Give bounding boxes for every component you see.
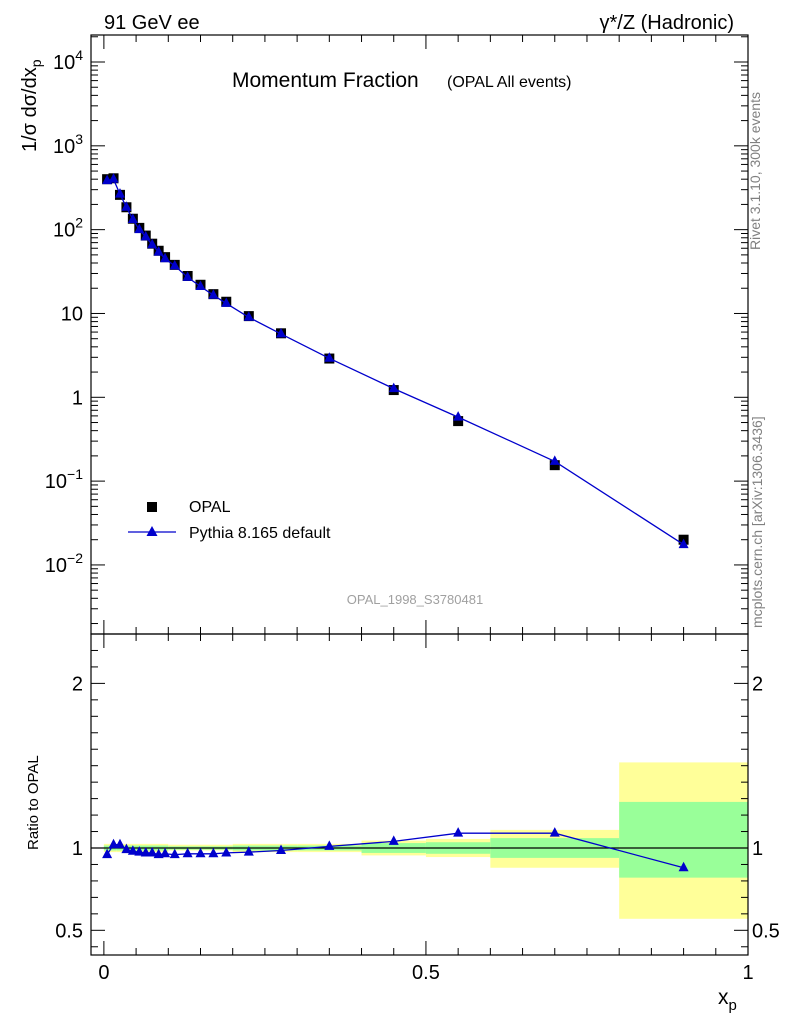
- mc-point: [147, 238, 158, 249]
- mc-point: [549, 455, 560, 465]
- ratio-mc-point: [453, 827, 464, 837]
- y-tick-label-base: 10: [45, 471, 67, 493]
- ratio-y-tick-label: 0.5: [55, 920, 83, 942]
- y-tick-label: 103: [53, 131, 83, 158]
- legend-opal-label: OPAL: [189, 499, 231, 516]
- ratio-x-tick-label: 1: [742, 962, 753, 984]
- main-title: Momentum Fraction: [232, 69, 419, 92]
- ratio-mc-point: [549, 827, 560, 837]
- mc-point: [453, 411, 464, 421]
- ratio-mc-point: [243, 846, 254, 856]
- main-series: [102, 173, 689, 549]
- ratio-y-tick-label-right: 0.5: [752, 920, 780, 942]
- mc-point: [108, 173, 119, 183]
- header-right: γ*/Z (Hadronic): [600, 12, 734, 34]
- y-tick-label: 104: [53, 47, 83, 74]
- mc-line: [106, 178, 684, 546]
- mc-point: [243, 311, 254, 321]
- opal-point: [549, 460, 560, 471]
- main-subtitle: (OPAL All events): [447, 74, 572, 91]
- ratio-mc-point: [388, 835, 399, 845]
- ratio-mc-point: [108, 838, 119, 849]
- ratio-mc-point: [160, 847, 171, 858]
- y-tick-label: 10−2: [45, 550, 83, 577]
- ratio-mc-point: [127, 845, 138, 855]
- ratio-mc-point: [147, 846, 158, 857]
- mc-point: [114, 188, 125, 198]
- y-tick-label-base: 10: [45, 555, 67, 577]
- ratio-y-tick-label-right: 1: [752, 838, 763, 860]
- y-tick-label: 102: [53, 215, 83, 242]
- ratio-mc-point: [102, 848, 113, 859]
- mc-point: [221, 297, 232, 307]
- mc-point: [121, 201, 132, 211]
- mc-point: [195, 280, 206, 290]
- legend-mc-label: Pythia 8.165 default: [189, 525, 331, 542]
- y-tick-label-base: 10: [53, 52, 75, 74]
- mc-point: [134, 223, 145, 234]
- ratio-mc-point: [114, 838, 125, 849]
- y-tick-label-exp: 4: [75, 47, 83, 63]
- ratio-ylabel: Ratio to OPAL: [25, 755, 42, 850]
- ratio-series: [102, 827, 689, 872]
- mc-point: [276, 327, 287, 338]
- legend-opal-marker: [147, 502, 157, 512]
- ratio-mc-point: [134, 846, 145, 856]
- legend: OPAL Pythia 8.165 default: [128, 499, 331, 542]
- ratio-bands: [103, 762, 748, 919]
- mc-point: [678, 538, 689, 549]
- y-tick-label: 1: [72, 387, 83, 409]
- mc-point: [169, 259, 180, 270]
- ratio-mc-point: [121, 843, 132, 854]
- ratio-xlabel: xp: [718, 986, 737, 1014]
- main-ylabel: 1/σ dσ/dxp: [19, 59, 44, 152]
- ratio-y-tick-label: 1: [72, 838, 83, 860]
- opal-point: [453, 416, 464, 427]
- mc-point: [324, 352, 335, 362]
- y-tick-label-exp: −2: [67, 550, 83, 566]
- y-tick-label: 10−1: [45, 466, 83, 493]
- rivet-info: Rivet 3.1.10, 300k events: [747, 92, 763, 250]
- y-tick-label-exp: 2: [75, 215, 83, 231]
- ratio-mc-point: [324, 840, 335, 850]
- mc-point: [127, 213, 138, 224]
- main-frame: [90, 34, 749, 635]
- y-tick-label-base: 10: [53, 136, 75, 158]
- ratio-frame: [90, 633, 749, 956]
- ratio-panel: 0.5 0.5 1 1 2 2 0 0.5 1 Ratio to OPAL xp: [25, 633, 780, 1014]
- mc-point: [388, 382, 399, 393]
- mcplots-info: mcplots.cern.ch [arXiv:1306.3436]: [749, 416, 765, 628]
- ratio-mc-point: [140, 846, 151, 857]
- ratio-mc-point: [169, 848, 180, 859]
- mc-point: [160, 252, 171, 263]
- ratio-mc-point: [195, 847, 206, 858]
- header-left: 91 GeV ee: [104, 12, 200, 34]
- ratio-mc-point: [221, 846, 232, 857]
- mc-point: [182, 271, 193, 281]
- ratio-mc-point: [276, 844, 287, 854]
- analysis-label: OPAL_1998_S3780481: [347, 592, 483, 607]
- ratio-x-tick-label: 0: [98, 962, 109, 984]
- y-tick-label: 10: [61, 303, 83, 325]
- y-tick-label-base: 10: [53, 220, 75, 242]
- ratio-mc-point: [678, 861, 689, 872]
- ratio-mc-point: [208, 847, 219, 858]
- ratio-mc-point: [182, 847, 193, 858]
- ratio-y-tick-label-right: 2: [752, 673, 763, 695]
- mc-point: [208, 289, 219, 299]
- mc-point: [153, 246, 164, 256]
- ratio-y-tick-label: 2: [72, 673, 83, 695]
- y-tick-label-exp: −1: [67, 466, 83, 482]
- mc-point: [140, 230, 151, 241]
- ratio-x-tick-label: 0.5: [412, 962, 440, 984]
- y-tick-label-exp: 3: [75, 131, 83, 147]
- legend-mc-marker: [146, 526, 158, 536]
